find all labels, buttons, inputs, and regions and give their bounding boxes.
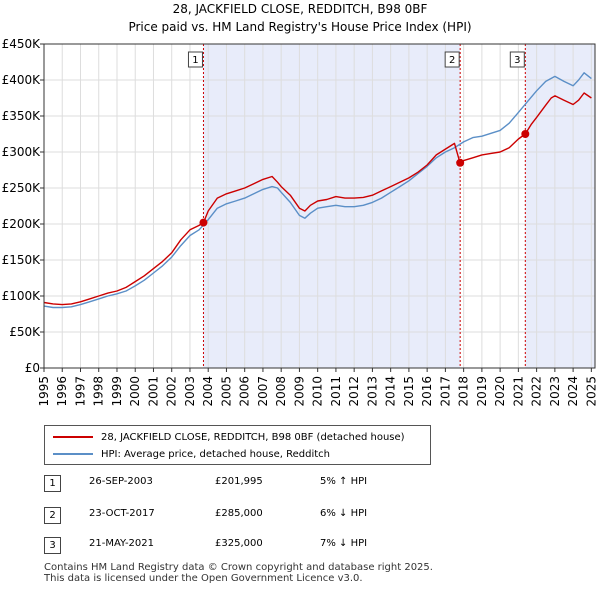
legend-item-hpi: HPI: Average price, detached house, Redd… <box>53 447 330 461</box>
x-tick-label: 2003 <box>183 376 197 407</box>
sale-marker-label: 3 <box>509 51 525 68</box>
legend-label-hpi: HPI: Average price, detached house, Redd… <box>101 448 330 460</box>
transaction-number: 3 <box>44 537 61 554</box>
transaction-price: £285,000 <box>215 508 263 519</box>
x-tick-label: 1996 <box>55 376 69 407</box>
y-tick-label: £250K <box>2 181 42 195</box>
y-tick-label: £150K <box>2 253 42 267</box>
y-tick-label: £450K <box>2 37 42 51</box>
sale-marker-number: 3 <box>514 55 520 66</box>
transaction-price: £201,995 <box>215 476 263 487</box>
legend-label-property: 28, JACKFIELD CLOSE, REDDITCH, B98 0BF (… <box>101 431 405 443</box>
x-tick-label: 2011 <box>329 376 343 407</box>
legend-swatch-hpi <box>53 453 93 455</box>
x-tick-label: 1995 <box>37 376 51 407</box>
x-tick-label: 2008 <box>274 376 288 407</box>
x-tick-label: 1998 <box>92 376 106 407</box>
transaction-date: 23-OCT-2017 <box>89 508 155 519</box>
x-tick-label: 1999 <box>110 376 124 407</box>
transaction-number: 2 <box>44 507 61 524</box>
x-tick-label: 2009 <box>292 376 306 407</box>
x-tick-label: 2022 <box>530 376 544 407</box>
sale-marker-number: 1 <box>192 55 198 66</box>
hpi-series-line <box>43 72 592 309</box>
x-tick-label: 2015 <box>402 376 416 407</box>
x-tick-label: 2004 <box>201 376 215 407</box>
footer-license: This data is licensed under the Open Gov… <box>44 573 363 584</box>
chart-subtitle: Price paid vs. HM Land Registry's House … <box>128 20 472 34</box>
x-tick-label: 2023 <box>548 376 562 407</box>
x-tick-label: 2000 <box>128 376 142 407</box>
x-tick-label: 2021 <box>511 376 525 407</box>
x-tick-label: 2013 <box>365 376 379 407</box>
sale-marker-box <box>444 51 460 68</box>
sale-marker-label: 1 <box>187 51 203 68</box>
sale-point <box>521 130 530 138</box>
plot-frame <box>43 43 596 369</box>
x-tick-label: 2007 <box>256 376 270 407</box>
x-tick-label: 2012 <box>347 376 361 407</box>
sale-marker-box <box>187 51 203 68</box>
footer: Contains HM Land Registry data © Crown c… <box>44 562 433 584</box>
price-chart: £0 £50K £100K £150K £200K £250K £300K £350K £400… <box>2 37 599 407</box>
chart-title: 28, JACKFIELD CLOSE, REDDITCH, B98 0BF <box>172 2 428 16</box>
x-tick-label: 2002 <box>165 376 179 407</box>
y-tick-label: £50K <box>9 325 41 339</box>
sale-marker-number: 2 <box>449 55 455 66</box>
transaction-date: 21-MAY-2021 <box>89 538 155 549</box>
x-tick-label: 2006 <box>238 376 252 407</box>
transaction-date: 26-SEP-2003 <box>89 476 153 487</box>
x-tick-label: 2016 <box>420 376 434 407</box>
x-tick-label: 2010 <box>311 376 325 407</box>
transaction-hpi-diff: 7% ↓ HPI <box>320 538 368 549</box>
x-tick-label: 2018 <box>457 376 471 407</box>
legend: 28, JACKFIELD CLOSE, REDDITCH, B98 0BF (… <box>44 425 431 465</box>
x-tick-label: 2020 <box>493 376 507 407</box>
x-tick-label: 2005 <box>219 376 233 407</box>
transaction-price: £325,000 <box>215 538 263 549</box>
y-tick-label: £300K <box>2 145 42 159</box>
transaction-hpi-diff: 5% ↑ HPI <box>320 476 368 487</box>
y-tick-label: £0 <box>25 361 40 375</box>
footer-copyright: Contains HM Land Registry data © Crown c… <box>44 562 433 573</box>
x-tick-label: 1997 <box>73 376 87 407</box>
legend-item-property: 28, JACKFIELD CLOSE, REDDITCH, B98 0BF (… <box>53 430 405 444</box>
y-tick-label: £200K <box>2 217 42 231</box>
x-tick-label: 2025 <box>584 376 598 407</box>
x-tick-label: 2019 <box>475 376 489 407</box>
y-tick-label: £100K <box>2 289 42 303</box>
x-tick-label: 2017 <box>438 376 452 407</box>
transaction-number: 1 <box>44 475 61 492</box>
legend-swatch-property <box>53 436 93 438</box>
y-tick-label: £350K <box>2 109 42 123</box>
sale-point <box>199 218 208 227</box>
property-series-line <box>43 92 592 306</box>
transaction-hpi-diff: 6% ↓ HPI <box>320 508 368 519</box>
x-tick-label: 2014 <box>384 376 398 407</box>
sale-marker-box <box>509 51 525 68</box>
sale-marker-label: 2 <box>444 51 460 68</box>
sale-point <box>456 158 465 167</box>
y-tick-label: £400K <box>2 73 42 87</box>
x-tick-label: 2024 <box>566 376 580 407</box>
x-tick-label: 2001 <box>146 376 160 407</box>
